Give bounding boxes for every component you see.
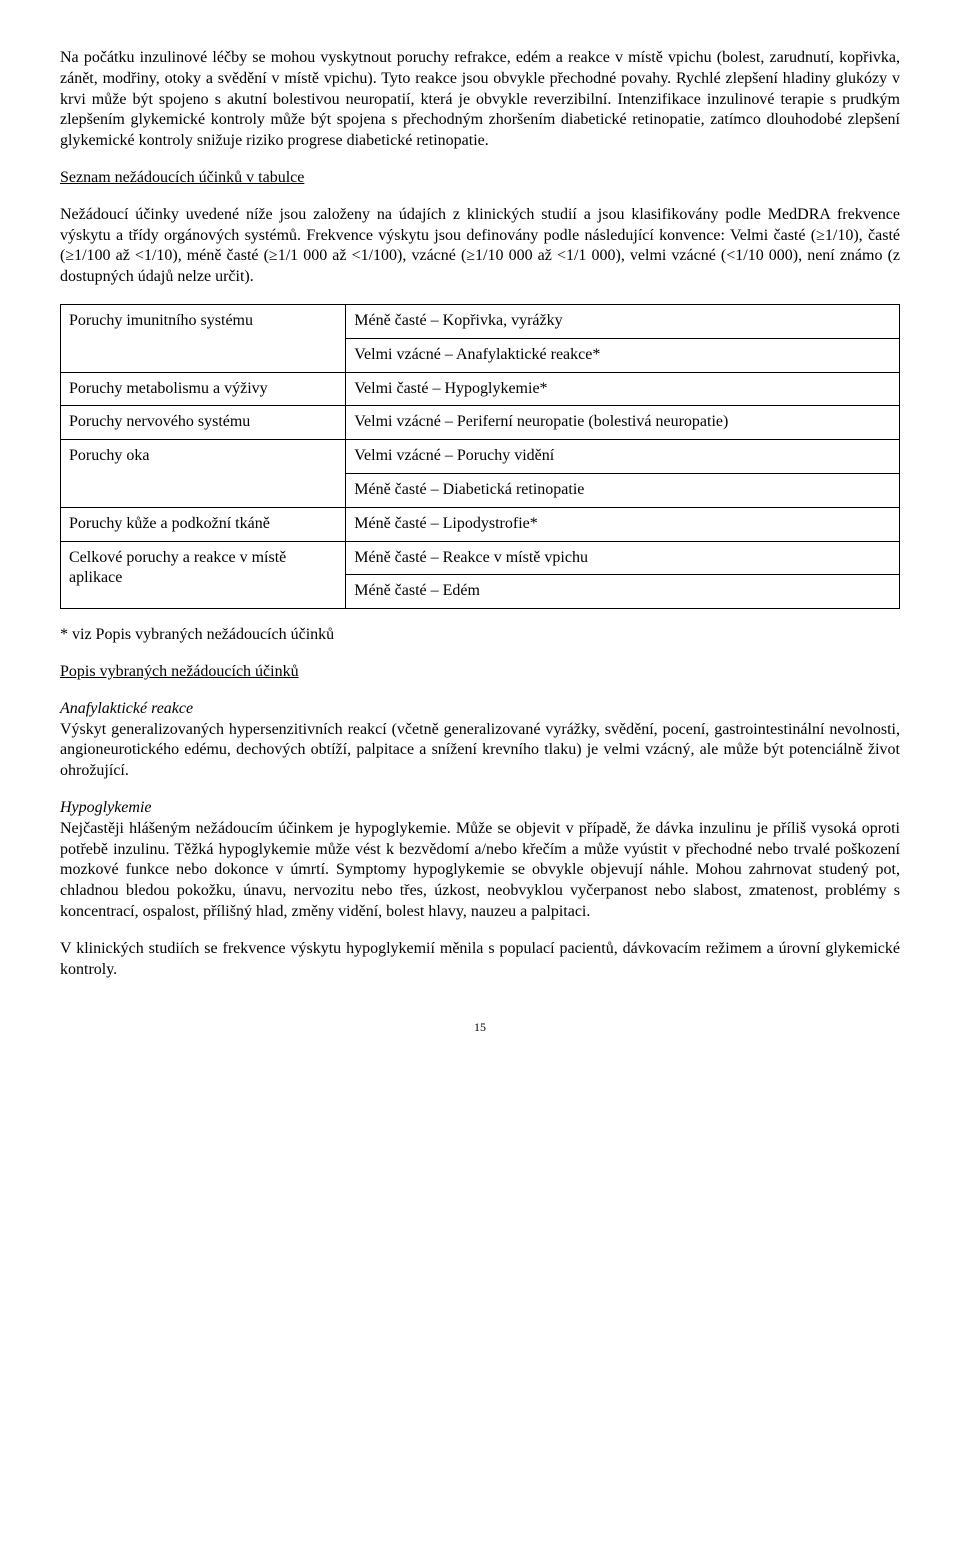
table-cell-label: Celkové poruchy a reakce v místě aplikac… [61, 541, 346, 609]
subheading-anaphylactic-text: Anafylaktické reakce [60, 700, 193, 717]
table-row: Poruchy metabolismu a výživy Velmi časté… [61, 372, 900, 406]
page-number: 15 [60, 1020, 900, 1036]
table-cell-value: Velmi vzácné – Periferní neuropatie (bol… [346, 406, 900, 440]
heading-selected-desc: Popis vybraných nežádoucích účinků [60, 662, 900, 683]
paragraph-clinical-studies: V klinických studiích se frekvence výsky… [60, 939, 900, 981]
table-cell-label: Poruchy imunitního systému [61, 304, 346, 372]
table-cell-label: Poruchy oka [61, 440, 346, 508]
heading-table-list-text: Seznam nežádoucích účinků v tabulce [60, 169, 304, 186]
paragraph-hypoglycemia: Nejčastěji hlášeným nežádoucím účinkem j… [60, 819, 900, 923]
table-row: Celkové poruchy a reakce v místě aplikac… [61, 541, 900, 575]
heading-selected-desc-text: Popis vybraných nežádoucích účinků [60, 663, 299, 680]
table-row: Poruchy kůže a podkožní tkáně Méně časté… [61, 507, 900, 541]
table-cell-value: Méně časté – Edém [346, 575, 900, 609]
table-footnote: * viz Popis vybraných nežádoucích účinků [60, 625, 900, 646]
table-cell-value: Méně časté – Lipodystrofie* [346, 507, 900, 541]
table-row: Poruchy imunitního systému Méně časté – … [61, 304, 900, 338]
table-cell-value: Velmi vzácné – Anafylaktické reakce* [346, 338, 900, 372]
table-cell-label: Poruchy kůže a podkožní tkáně [61, 507, 346, 541]
paragraph-freq-def: Nežádoucí účinky uvedené níže jsou založ… [60, 205, 900, 288]
table-cell-label: Poruchy metabolismu a výživy [61, 372, 346, 406]
table-cell-value: Velmi vzácné – Poruchy vidění [346, 440, 900, 474]
adverse-effects-table: Poruchy imunitního systému Méně časté – … [60, 304, 900, 609]
table-cell-label: Poruchy nervového systému [61, 406, 346, 440]
subheading-hypoglycemia: Hypoglykemie [60, 798, 900, 819]
heading-table-list: Seznam nežádoucích účinků v tabulce [60, 168, 900, 189]
paragraph-anaphylactic: Výskyt generalizovaných hypersenzitivníc… [60, 720, 900, 782]
table-cell-value: Méně časté – Reakce v místě vpichu [346, 541, 900, 575]
subheading-hypoglycemia-text: Hypoglykemie [60, 799, 152, 816]
paragraph-intro: Na počátku inzulinové léčby se mohou vys… [60, 48, 900, 152]
table-cell-value: Méně časté – Diabetická retinopatie [346, 473, 900, 507]
table-cell-value: Velmi časté – Hypoglykemie* [346, 372, 900, 406]
table-row: Poruchy nervového systému Velmi vzácné –… [61, 406, 900, 440]
subheading-anaphylactic: Anafylaktické reakce [60, 699, 900, 720]
table-cell-value: Méně časté – Kopřivka, vyrážky [346, 304, 900, 338]
table-row: Poruchy oka Velmi vzácné – Poruchy viděn… [61, 440, 900, 474]
